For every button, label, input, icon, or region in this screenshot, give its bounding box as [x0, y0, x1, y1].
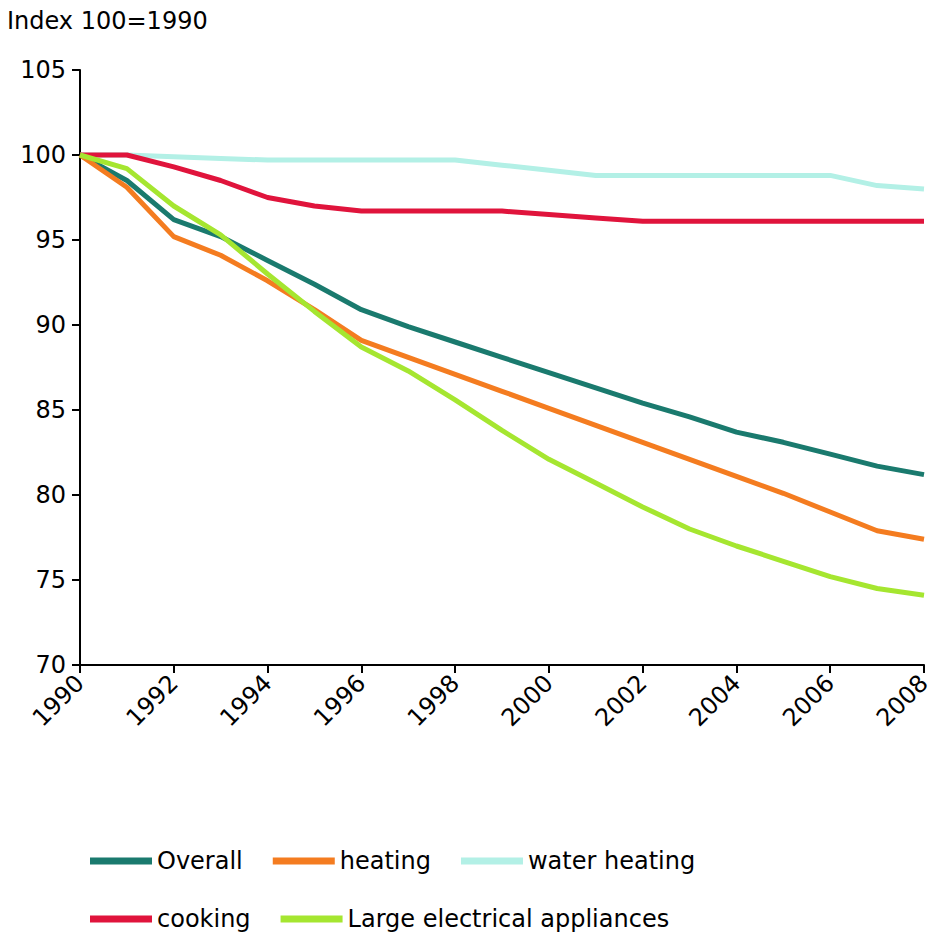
svg-text:80: 80 [35, 481, 66, 509]
svg-text:75: 75 [35, 566, 66, 594]
svg-text:90: 90 [35, 311, 66, 339]
svg-text:95: 95 [35, 226, 66, 254]
svg-text:2006: 2006 [777, 669, 840, 732]
svg-text:1996: 1996 [308, 669, 371, 732]
svg-text:100: 100 [20, 141, 66, 169]
svg-text:1990: 1990 [27, 669, 90, 732]
svg-text:2000: 2000 [496, 669, 559, 732]
svg-text:Overall: Overall [157, 847, 243, 875]
svg-text:85: 85 [35, 396, 66, 424]
svg-text:heating: heating [340, 847, 431, 875]
svg-text:Large electrical appliances: Large electrical appliances [348, 905, 670, 933]
svg-text:1994: 1994 [214, 669, 277, 732]
svg-text:1992: 1992 [121, 669, 184, 732]
svg-text:70: 70 [35, 651, 66, 679]
svg-text:2002: 2002 [590, 669, 653, 732]
svg-text:2008: 2008 [871, 669, 934, 732]
svg-text:cooking: cooking [157, 905, 251, 933]
svg-text:1998: 1998 [402, 669, 465, 732]
svg-text:105: 105 [20, 56, 66, 84]
svg-text:Index 100=1990: Index 100=1990 [7, 7, 208, 35]
svg-text:2004: 2004 [683, 669, 746, 732]
svg-text:water heating: water heating [528, 847, 695, 875]
